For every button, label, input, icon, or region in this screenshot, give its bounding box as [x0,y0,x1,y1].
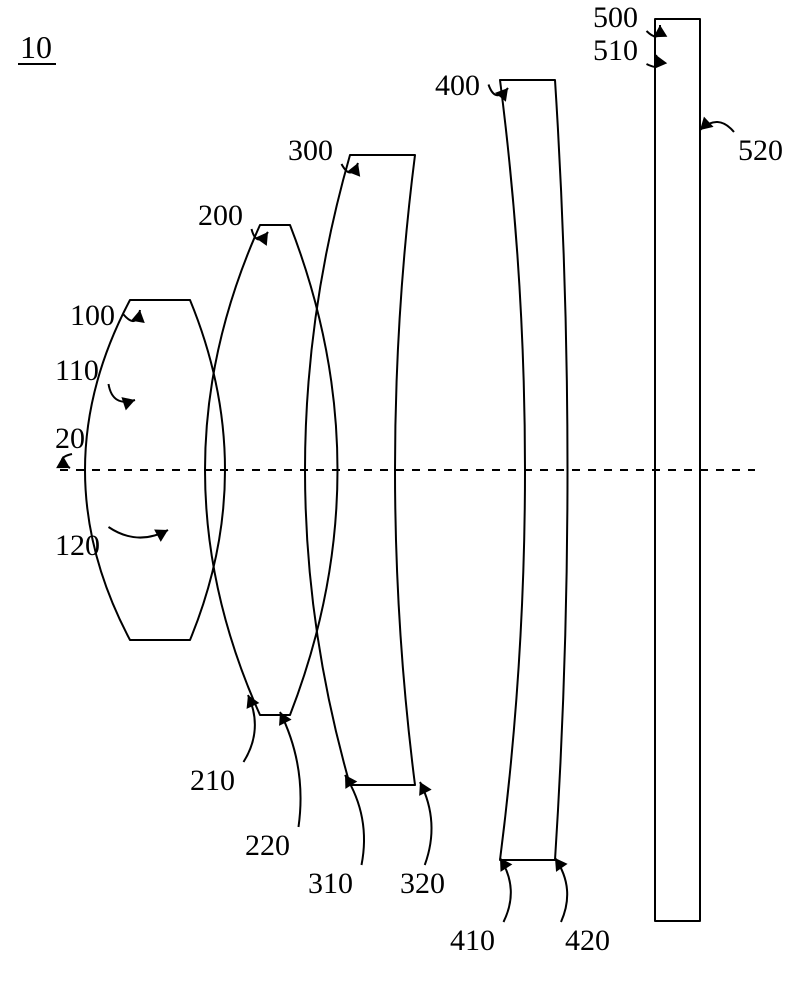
svg-text:100: 100 [70,299,115,332]
svg-text:400: 400 [435,69,480,102]
svg-text:10: 10 [20,29,52,65]
svg-text:300: 300 [288,134,333,167]
svg-text:420: 420 [565,924,610,957]
lens4: 400 410 420 [435,69,610,957]
svg-text:220: 220 [245,829,290,862]
svg-text:200: 200 [198,199,243,232]
svg-text:120: 120 [55,529,100,562]
svg-text:500: 500 [593,1,638,34]
lens2: 200 210 220 [190,199,338,862]
optical-lens-diagram: 10 20 100 110 120 200 210 220 300 310 320 400 410 420… [0,0,791,1000]
svg-text:510: 510 [593,34,638,67]
svg-text:520: 520 [738,134,783,167]
svg-text:320: 320 [400,867,445,900]
optical-axis: 20 [55,422,755,470]
svg-text:310: 310 [308,867,353,900]
svg-text:410: 410 [450,924,495,957]
svg-text:210: 210 [190,764,235,797]
figure-id: 10 [18,29,56,65]
filter: 500510 520 [593,1,783,921]
lens3: 300 310 320 [288,134,445,900]
svg-text:110: 110 [55,354,99,387]
svg-text:20: 20 [55,422,85,455]
